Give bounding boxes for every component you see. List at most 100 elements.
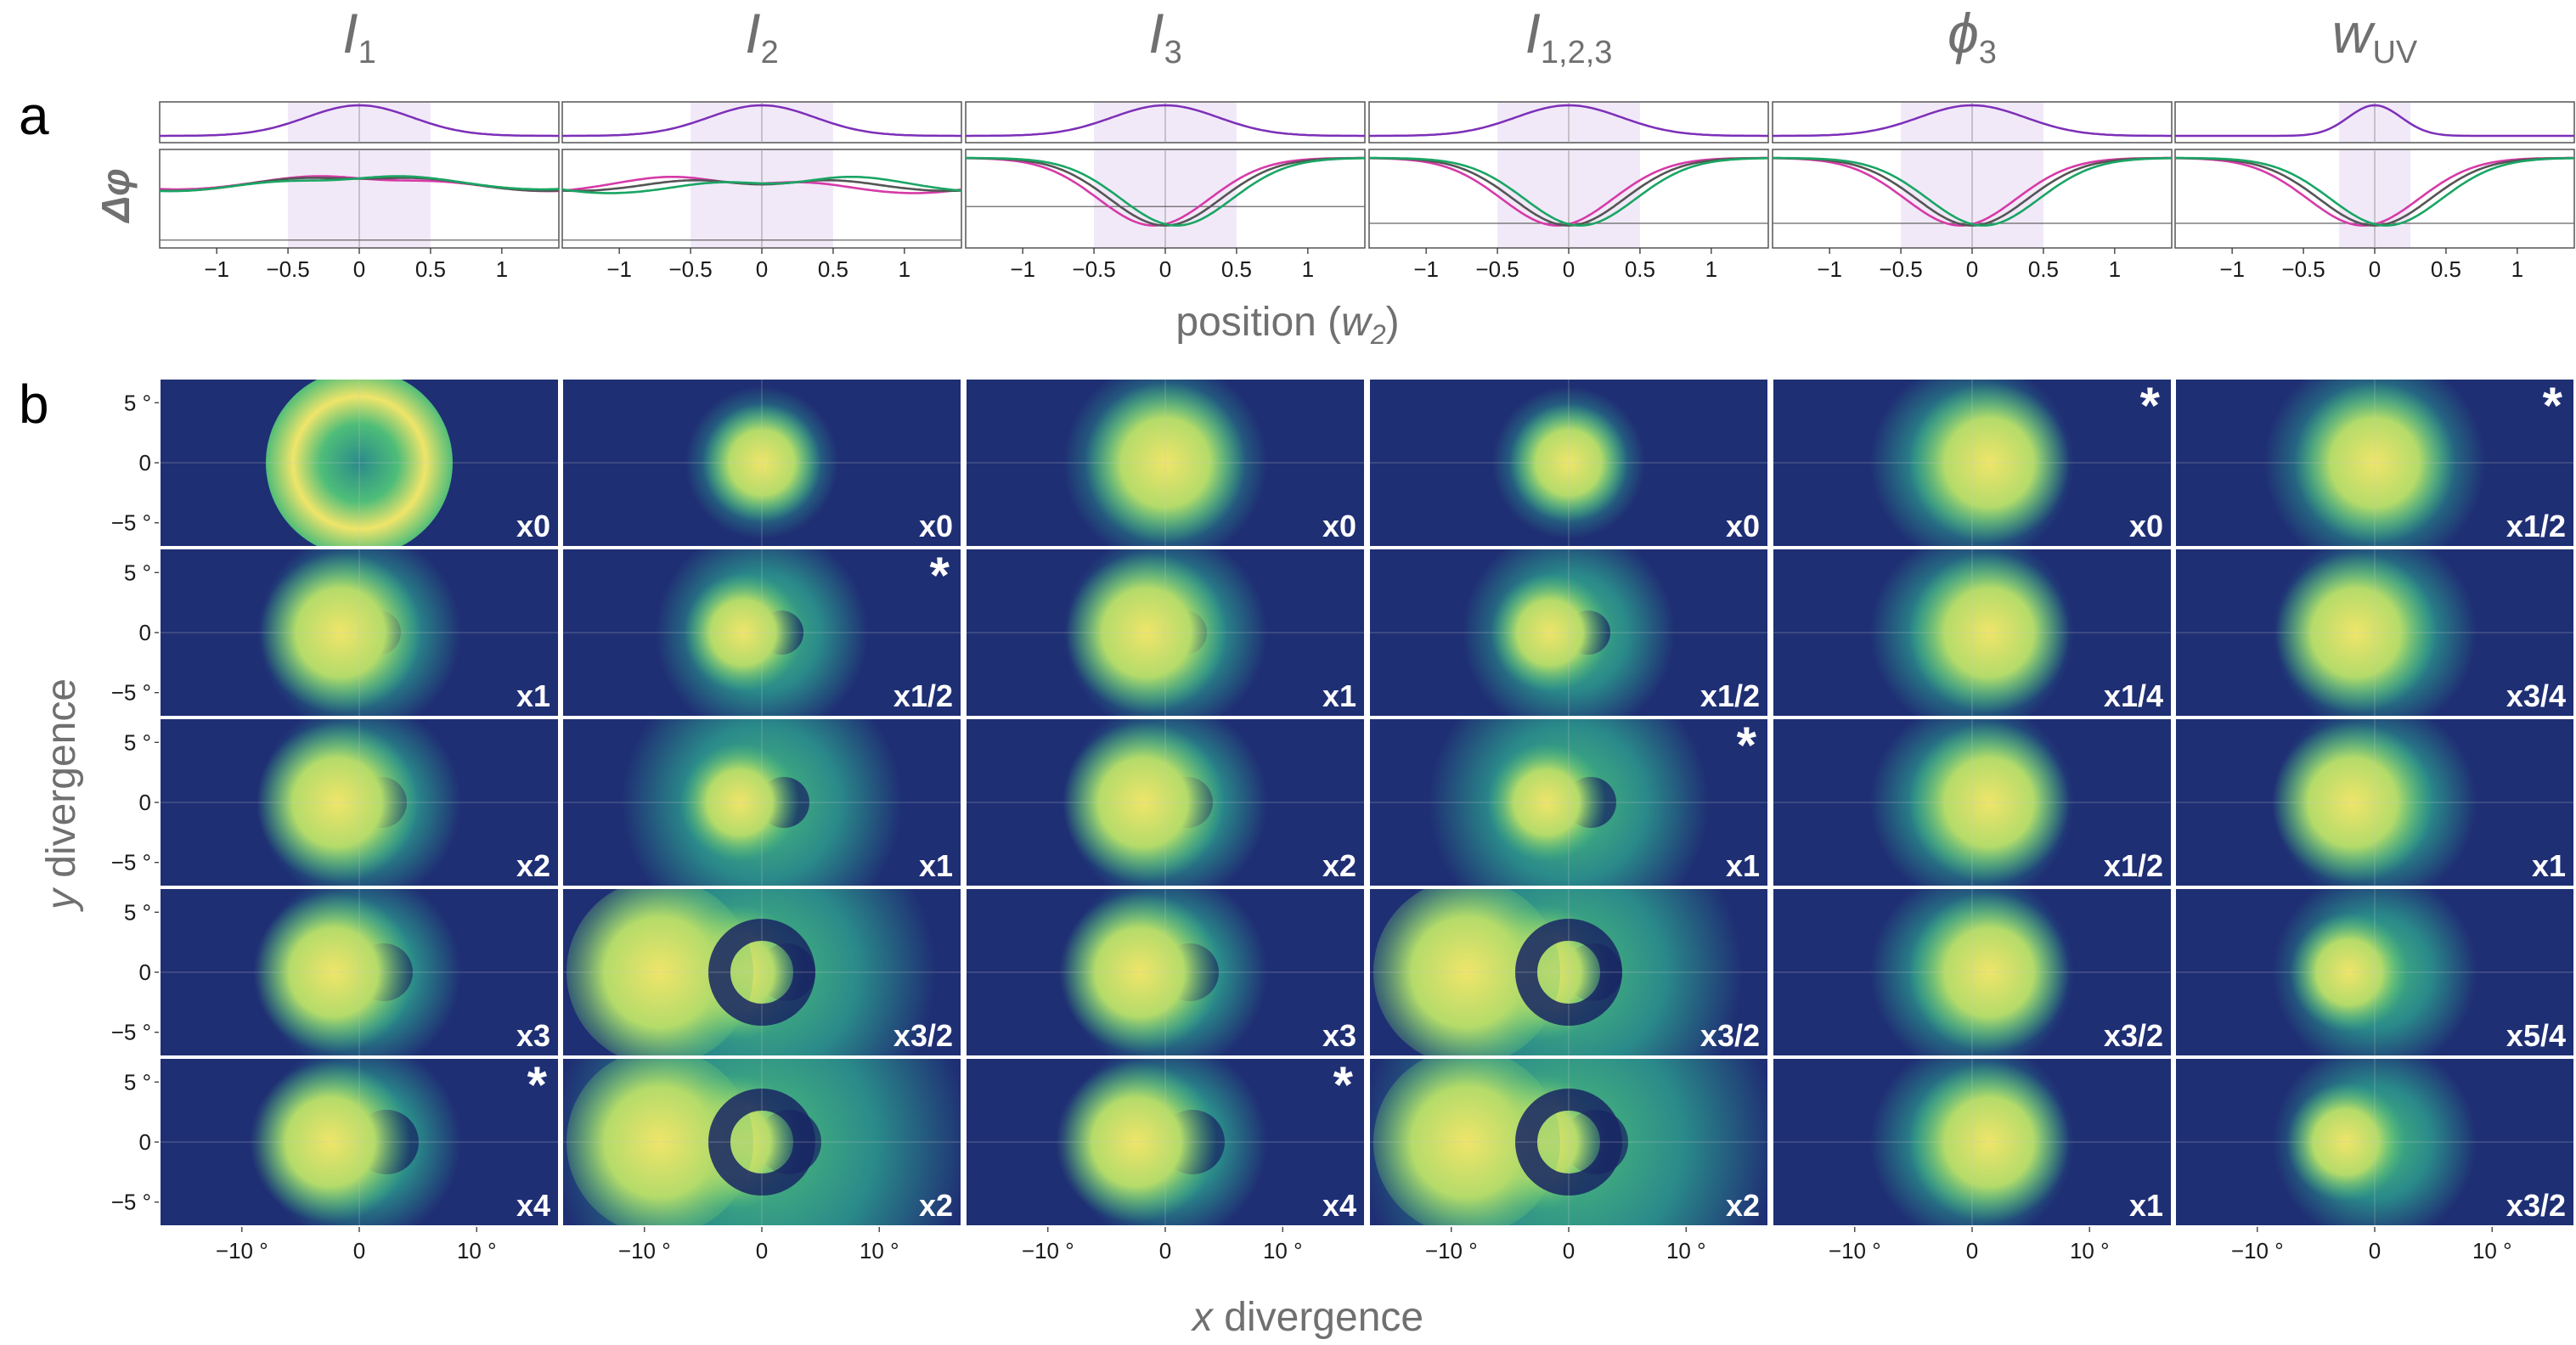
map-frame (159, 378, 560, 548)
multiplier-label: x0 (516, 509, 550, 543)
divergence-map-r4-c6: x5/4 (2174, 887, 2575, 1057)
map-frame (1368, 887, 1769, 1057)
column-title-4: I1,2,3 (1525, 2, 1613, 70)
map-frame (1368, 548, 1769, 718)
phase-curve-gray (2175, 156, 2574, 227)
intensity-profile-line (1369, 104, 1768, 138)
divergence-map-r4-c5: x3/2 (1772, 887, 2173, 1057)
multiplier-label: x3/2 (1700, 1018, 1760, 1053)
multiplier-label: x3/2 (893, 1018, 953, 1053)
beam-core (256, 722, 418, 883)
x-tick-label: 0.5 (818, 256, 848, 282)
map-frame (2174, 718, 2575, 887)
x-tick-label: −10 ° (216, 1238, 268, 1263)
x-tick-label: 10 ° (2070, 1238, 2110, 1263)
multiplier-label: x1/2 (893, 678, 953, 713)
divergence-map-r4-c1: x3 5 ° 0 −5 ° (111, 887, 560, 1057)
column-title-symbol: ϕ (1948, 2, 1979, 65)
multiplier-label: x1/2 (2104, 848, 2163, 883)
map-frame (159, 718, 560, 887)
multiplier-label: x2 (1322, 848, 1356, 883)
x-tick-label: 10 ° (1666, 1238, 1706, 1263)
column-titles: I1 I2 I3 I1,2,3 ϕ3 wUV (342, 2, 2418, 70)
x-tick-label: −10 ° (1022, 1238, 1074, 1263)
multiplier-label: x1 (919, 848, 953, 883)
x-tick-label: 0 (2369, 1238, 2381, 1263)
x-tick-label: −10 ° (2231, 1238, 2284, 1263)
intensity-profile-line (966, 104, 1365, 138)
map-frame (1772, 718, 2173, 887)
multiplier-label: x0 (2129, 509, 2163, 543)
divergence-map-r5-c1: x4 * 5 ° 0 −5 ° −10 ° 0 10 ° (111, 1056, 560, 1263)
x-tick-label: 10 ° (457, 1238, 497, 1263)
column-title-symbol: I (342, 2, 358, 65)
outer-lobe (1373, 1058, 1560, 1226)
x-tick-label: −1 (204, 256, 229, 282)
x-tick-label: 1 (496, 256, 508, 282)
column-title-5: ϕ3 (1948, 2, 1997, 70)
map-frame (159, 1057, 560, 1227)
beam-core (684, 573, 803, 692)
map-frame (2174, 887, 2575, 1057)
map-frame (965, 1057, 1366, 1227)
map-frame (1368, 718, 1769, 887)
multiplier-label: x1 (1322, 678, 1356, 713)
divergence-map-r3-c3: x2 (965, 718, 1366, 887)
map-frame (561, 1057, 962, 1227)
panel-a-phase-profiles: −1 −0.5 0 0.5 1 −1 −0.5 0 0.5 1 −1 −0.5 0 0.5 1 −1 −0.5 0… (159, 101, 2575, 282)
star-marker: * (930, 547, 950, 604)
beam-core (2290, 913, 2409, 1032)
x-tick-label: 0.5 (1221, 256, 1252, 282)
multiplier-label: x0 (1322, 509, 1356, 543)
phase-curve-green (2175, 156, 2574, 227)
y-tick-label: 0 (139, 450, 151, 476)
divergence-map-r1-c6: x1/2 * (2174, 377, 2575, 548)
beam-core (1509, 403, 1628, 522)
multiplier-label: x1 (1726, 848, 1760, 883)
column-title-symbol: I (1525, 2, 1541, 65)
map-frame (159, 887, 560, 1057)
map-frame (2174, 1057, 2575, 1227)
column-title-subscript: 1,2,3 (1541, 35, 1613, 70)
beam-core (1908, 1061, 2070, 1223)
x-tick-label: −10 ° (1425, 1238, 1478, 1263)
phase-curve-green (159, 175, 560, 193)
x-tick-label: 0 (756, 1238, 768, 1263)
dark-ring (1515, 919, 1622, 1026)
panel-b-divergence-maps: x05 °0−5 ° x0 x0 x0 x0*x1/2*x15 °0−5 ° x1/2*x… (111, 377, 2575, 1263)
outer-lobe (1373, 888, 1560, 1056)
x-tick-label: −1 (1010, 256, 1035, 282)
x-tick-label: 0 (1966, 1238, 1978, 1263)
panel-a-y-axis-label: Δφ (93, 168, 138, 223)
multiplier-label: x3 (1322, 1018, 1356, 1053)
x-tick-label: 10 ° (860, 1238, 899, 1263)
profile-plot-2: −1 −0.5 0 0.5 1 (561, 101, 962, 282)
multiplier-label: x2 (516, 848, 550, 883)
x-tick-label: 1 (2109, 256, 2121, 282)
x-tick-label: −0.5 (1475, 256, 1519, 282)
intensity-profile-line (1773, 104, 2172, 138)
x-tick-label: −0.5 (1879, 256, 1922, 282)
x-tick-label: −0.5 (2281, 256, 2325, 282)
beam-core (1056, 1061, 1217, 1223)
x-label-close: ) (1386, 300, 1400, 345)
phase-curve-gray (1773, 156, 2172, 227)
multiplier-label: x3/2 (2104, 1018, 2163, 1053)
column-title-subscript: UV (2372, 35, 2417, 70)
x-tick-label: −0.5 (668, 256, 712, 282)
divergence-map-r1-c4: x0 (1368, 378, 1769, 548)
x-tick-label: −1 (1817, 256, 1842, 282)
map-frame (561, 718, 962, 887)
intensity-profile-line (562, 104, 961, 138)
multiplier-label: x1/4 (2104, 678, 2163, 713)
y-tick-label: 0 (139, 790, 151, 815)
y-tick-label: 5 ° (124, 560, 151, 585)
beam-core (1908, 722, 2070, 883)
x-tick-label: −1 (606, 256, 632, 282)
y-tick-label: 0 (139, 620, 151, 645)
y-tick-label: 0 (139, 960, 151, 985)
x-tick-label: 0.5 (415, 256, 446, 282)
star-marker: * (2543, 377, 2563, 434)
y-tick-label: −5 ° (111, 850, 151, 875)
x-tick-label: 0 (2369, 256, 2381, 282)
